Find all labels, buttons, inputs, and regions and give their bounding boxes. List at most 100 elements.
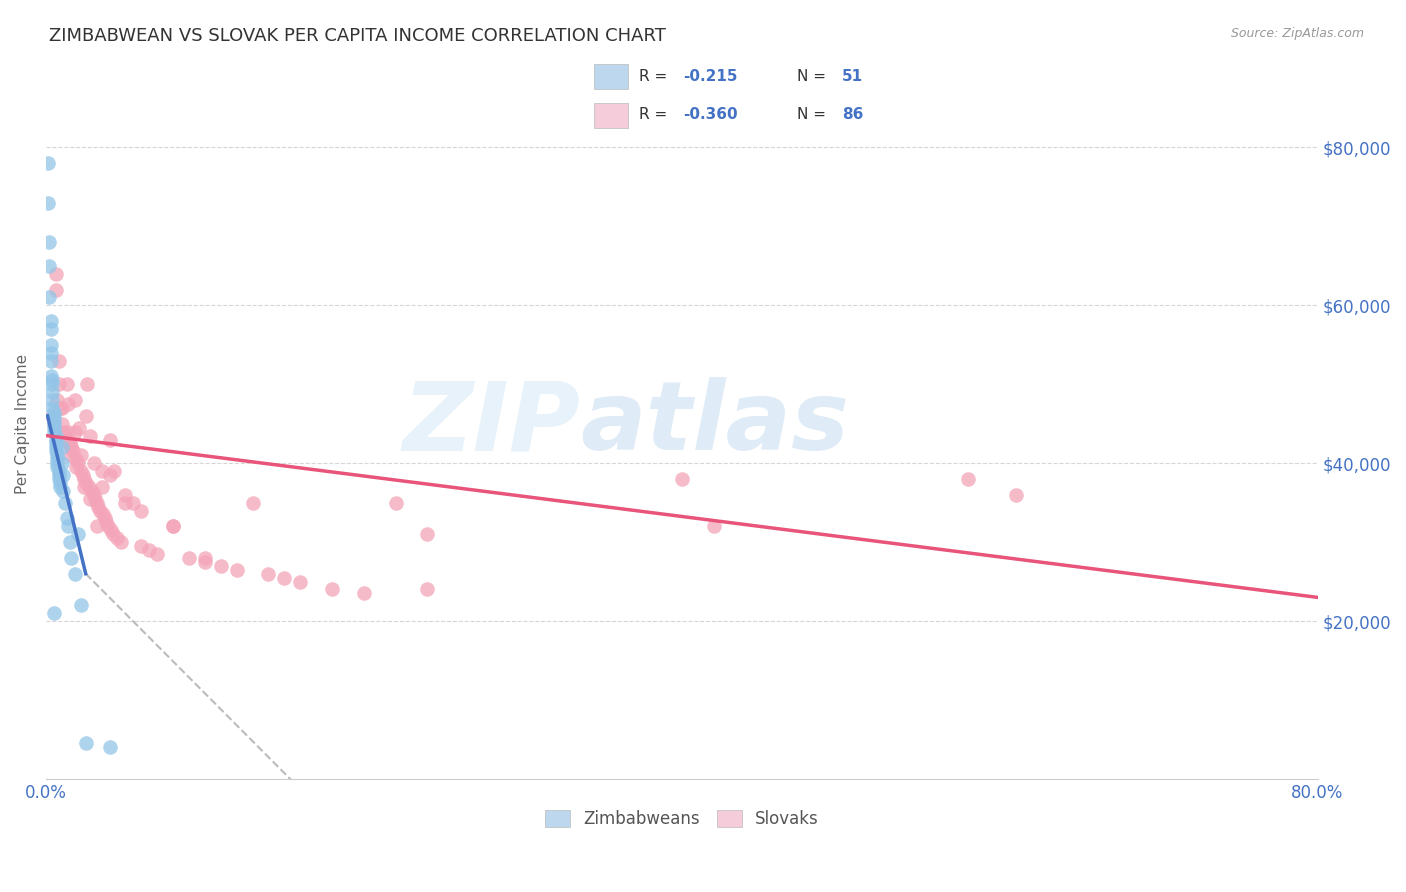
Legend: Zimbabweans, Slovaks: Zimbabweans, Slovaks (538, 803, 825, 835)
Point (44, 444, 66, 458)
Point (46, 452, 69, 467)
Point (46, 460, 69, 475)
Point (89, 503, 111, 517)
Text: ZIP: ZIP (402, 377, 581, 470)
Point (73, 472, 96, 486)
Point (60, 441, 83, 455)
Point (52, 468, 75, 483)
Point (62, 444, 84, 458)
Point (90, 480, 112, 494)
Text: Source: ZipAtlas.com: Source: ZipAtlas.com (1230, 27, 1364, 40)
Point (58, 519, 80, 533)
Point (114, 496, 136, 510)
Point (63, 392, 86, 407)
Point (52, 483, 75, 498)
Point (55, 377, 77, 392)
Point (162, 519, 184, 533)
Point (41, 392, 63, 407)
Point (63, 425, 86, 439)
Point (131, 539, 153, 553)
Point (70, 448, 93, 462)
Point (76, 377, 98, 392)
Point (103, 464, 125, 478)
Text: R =: R = (638, 107, 672, 122)
Point (290, 574, 312, 589)
Point (39, 338, 62, 352)
Point (194, 550, 217, 565)
Point (42, 425, 65, 439)
Point (38, 290, 60, 304)
Point (79, 491, 101, 506)
Point (59, 448, 82, 462)
Point (98, 740, 121, 755)
Point (41, 377, 63, 392)
Point (83, 456, 105, 470)
Point (38, 259, 60, 273)
Point (70, 599, 93, 613)
Point (39, 369, 62, 384)
Bar (593, 63, 628, 89)
Point (194, 555, 217, 569)
Point (84, 491, 107, 506)
Point (42, 409, 65, 423)
Point (39, 345, 62, 359)
Point (91, 508, 114, 522)
Point (53, 433, 76, 447)
Point (162, 519, 184, 533)
Point (87, 500, 110, 514)
Point (384, 496, 406, 510)
Point (225, 563, 247, 577)
Point (51, 441, 73, 455)
Point (44, 433, 66, 447)
Point (48, 468, 70, 483)
Point (60, 441, 83, 455)
Text: N =: N = (797, 107, 831, 122)
Point (52, 425, 75, 439)
Point (58, 397, 80, 411)
Point (70, 464, 93, 478)
Point (41, 373, 63, 387)
Point (51, 417, 73, 431)
Point (51, 401, 73, 415)
Point (416, 582, 439, 597)
Text: ZIMBABWEAN VS SLOVAK PER CAPITA INCOME CORRELATION CHART: ZIMBABWEAN VS SLOVAK PER CAPITA INCOME C… (49, 27, 666, 45)
Point (96, 516, 118, 530)
Point (58, 425, 80, 439)
Point (44, 267, 66, 281)
Point (321, 582, 343, 597)
Point (177, 550, 200, 565)
Point (41, 385, 63, 400)
Point (42, 417, 65, 431)
Point (44, 283, 66, 297)
Point (138, 543, 160, 558)
Point (38, 235, 60, 249)
Point (79, 428, 101, 442)
Point (107, 531, 129, 545)
Point (48, 464, 70, 478)
Point (53, 496, 76, 510)
Text: 86: 86 (842, 107, 863, 122)
Point (101, 527, 124, 541)
Point (80, 483, 103, 498)
Point (51, 456, 73, 470)
Point (60, 550, 83, 565)
Point (94, 511, 117, 525)
Text: N =: N = (797, 69, 831, 84)
Point (55, 511, 77, 525)
Point (44, 436, 66, 450)
Point (42, 405, 65, 419)
Point (72, 468, 94, 483)
Point (122, 496, 145, 510)
Point (702, 519, 724, 533)
Point (1004, 488, 1026, 502)
Point (39, 322, 62, 336)
Point (48, 377, 70, 392)
Point (66, 456, 89, 470)
Text: -0.360: -0.360 (683, 107, 738, 122)
Point (100, 523, 122, 537)
Point (65, 460, 87, 475)
Point (75, 475, 97, 490)
Point (90, 464, 112, 478)
Point (86, 519, 108, 533)
Point (98, 433, 121, 447)
